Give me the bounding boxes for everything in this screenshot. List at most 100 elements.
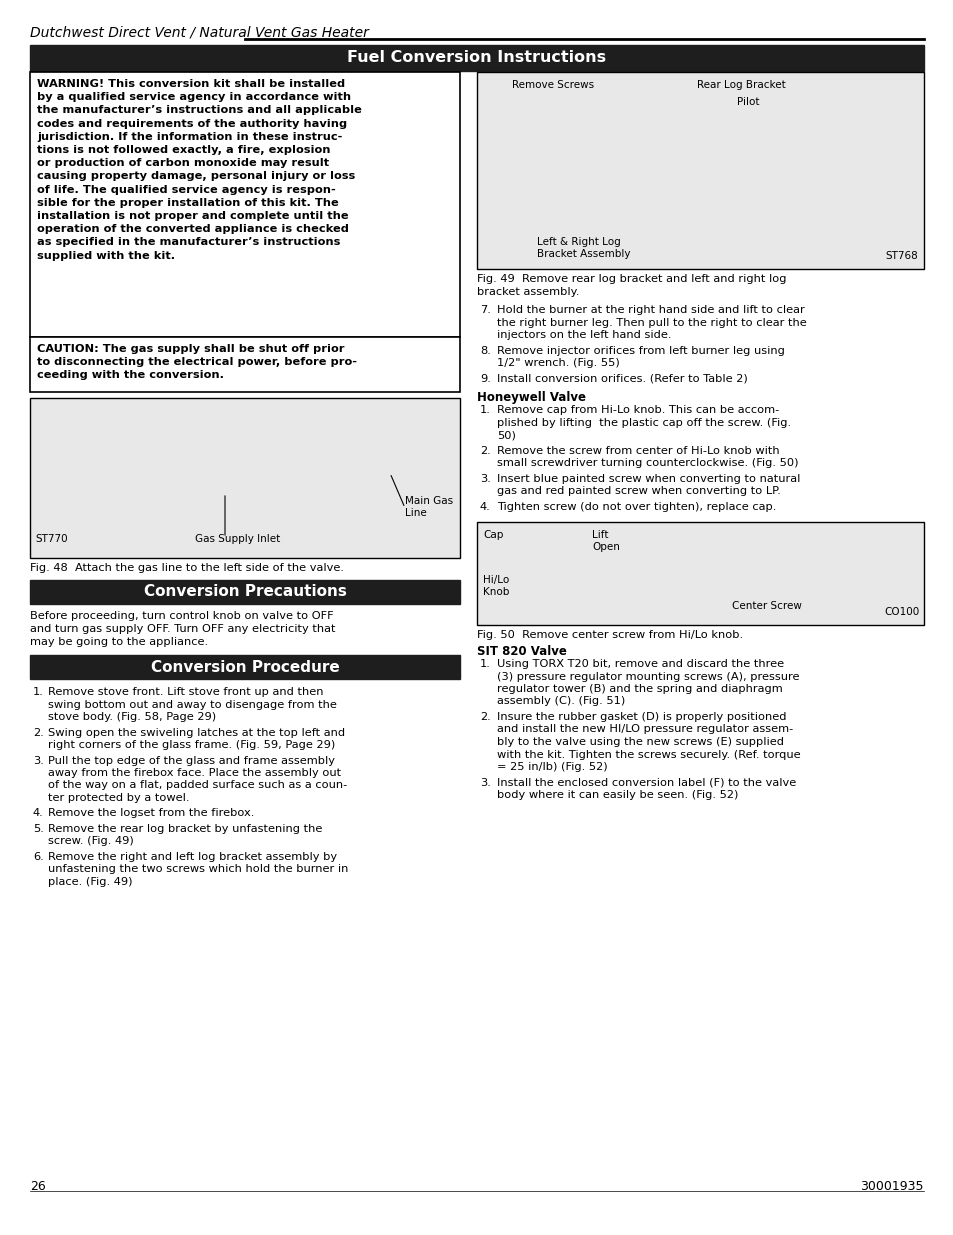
Text: 2.: 2. <box>33 727 44 737</box>
Text: Install the enclosed conversion label (F) to the valve: Install the enclosed conversion label (F… <box>497 778 796 788</box>
Text: Remove cap from Hi-Lo knob. This can be accom-: Remove cap from Hi-Lo knob. This can be … <box>497 405 779 415</box>
Text: or production of carbon monoxide may result: or production of carbon monoxide may res… <box>37 158 329 168</box>
Text: bracket assembly.: bracket assembly. <box>476 287 578 296</box>
Text: Dutchwest Direct Vent / Natural Vent Gas Heater: Dutchwest Direct Vent / Natural Vent Gas… <box>30 25 369 40</box>
Text: ST768: ST768 <box>884 251 917 261</box>
Bar <box>30 580 459 604</box>
Text: Remove stove front. Lift stove front up and then: Remove stove front. Lift stove front up … <box>48 687 323 697</box>
Text: Conversion Precautions: Conversion Precautions <box>143 584 346 599</box>
Text: 1.: 1. <box>479 405 491 415</box>
Text: screw. (Fig. 49): screw. (Fig. 49) <box>48 836 133 846</box>
Bar <box>30 72 459 337</box>
Text: ter protected by a towel.: ter protected by a towel. <box>48 793 190 803</box>
Text: Insert blue painted screw when converting to natural: Insert blue painted screw when convertin… <box>497 473 800 483</box>
Text: Rear Log Bracket: Rear Log Bracket <box>697 80 785 90</box>
Bar <box>30 44 923 70</box>
Bar <box>476 72 923 269</box>
Text: place. (Fig. 49): place. (Fig. 49) <box>48 877 132 887</box>
Text: SIT 820 Valve: SIT 820 Valve <box>476 645 566 658</box>
Text: and install the new HI/LO pressure regulator assem-: and install the new HI/LO pressure regul… <box>497 725 792 735</box>
Text: Swing open the swiveling latches at the top left and: Swing open the swiveling latches at the … <box>48 727 345 737</box>
Text: codes and requirements of the authority having: codes and requirements of the authority … <box>37 119 347 128</box>
Text: Left & Right Log
Bracket Assembly: Left & Right Log Bracket Assembly <box>537 237 630 259</box>
Text: right corners of the glass frame. (Fig. 59, Page 29): right corners of the glass frame. (Fig. … <box>48 740 335 750</box>
Text: causing property damage, personal injury or loss: causing property damage, personal injury… <box>37 172 355 182</box>
Text: ST770: ST770 <box>35 534 68 543</box>
Text: 6.: 6. <box>33 852 44 862</box>
Text: to disconnecting the electrical power, before pro-: to disconnecting the electrical power, b… <box>37 357 356 367</box>
Text: Fig. 50  Remove center screw from Hi/Lo knob.: Fig. 50 Remove center screw from Hi/Lo k… <box>476 630 742 640</box>
Text: regulator tower (B) and the spring and diaphragm: regulator tower (B) and the spring and d… <box>497 684 781 694</box>
Text: Conversion Procedure: Conversion Procedure <box>151 659 339 674</box>
Text: body where it can easily be seen. (Fig. 52): body where it can easily be seen. (Fig. … <box>497 790 738 800</box>
Text: ceeding with the conversion.: ceeding with the conversion. <box>37 370 224 380</box>
Text: CAUTION: The gas supply shall be shut off prior: CAUTION: The gas supply shall be shut of… <box>37 345 344 354</box>
Text: 30001935: 30001935 <box>860 1179 923 1193</box>
Text: Center Screw: Center Screw <box>731 601 801 611</box>
Text: by a qualified service agency in accordance with: by a qualified service agency in accorda… <box>37 93 351 103</box>
Text: 2.: 2. <box>479 713 490 722</box>
Text: Remove the logset from the firebox.: Remove the logset from the firebox. <box>48 809 254 819</box>
Text: as specified in the manufacturer’s instructions: as specified in the manufacturer’s instr… <box>37 237 340 247</box>
Text: and turn gas supply OFF. Turn OFF any electricity that: and turn gas supply OFF. Turn OFF any el… <box>30 624 335 634</box>
Text: the right burner leg. Then pull to the right to clear the: the right burner leg. Then pull to the r… <box>497 317 806 327</box>
Bar <box>30 655 459 679</box>
Text: bly to the valve using the new screws (E) supplied: bly to the valve using the new screws (E… <box>497 737 783 747</box>
Text: of the way on a flat, padded surface such as a coun-: of the way on a flat, padded surface suc… <box>48 781 347 790</box>
Text: may be going to the appliance.: may be going to the appliance. <box>30 637 208 647</box>
Text: Hold the burner at the right hand side and lift to clear: Hold the burner at the right hand side a… <box>497 305 804 315</box>
Text: 1/2" wrench. (Fig. 55): 1/2" wrench. (Fig. 55) <box>497 358 619 368</box>
Text: assembly (C). (Fig. 51): assembly (C). (Fig. 51) <box>497 697 624 706</box>
Text: away from the firebox face. Place the assembly out: away from the firebox face. Place the as… <box>48 768 341 778</box>
Text: swing bottom out and away to disengage from the: swing bottom out and away to disengage f… <box>48 699 336 709</box>
Text: 2.: 2. <box>479 446 490 456</box>
Text: Remove injector orifices from left burner leg using: Remove injector orifices from left burne… <box>497 346 784 356</box>
Text: Pilot: Pilot <box>737 98 759 107</box>
Text: Before proceeding, turn control knob on valve to OFF: Before proceeding, turn control knob on … <box>30 611 334 621</box>
Text: CO100: CO100 <box>883 606 919 618</box>
Text: 4.: 4. <box>479 501 490 511</box>
Text: of life. The qualified service agency is respon-: of life. The qualified service agency is… <box>37 184 335 195</box>
Text: Fig. 48  Attach the gas line to the left side of the valve.: Fig. 48 Attach the gas line to the left … <box>30 563 344 573</box>
Text: Remove the screw from center of Hi-Lo knob with: Remove the screw from center of Hi-Lo kn… <box>497 446 779 456</box>
Text: with the kit. Tighten the screws securely. (Ref. torque: with the kit. Tighten the screws securel… <box>497 750 800 760</box>
Text: Remove the right and left log bracket assembly by: Remove the right and left log bracket as… <box>48 852 336 862</box>
Text: Lift
Open: Lift Open <box>592 530 619 552</box>
Text: 8.: 8. <box>479 346 491 356</box>
Text: Using TORX T20 bit, remove and discard the three: Using TORX T20 bit, remove and discard t… <box>497 659 783 669</box>
Text: Insure the rubber gasket (D) is properly positioned: Insure the rubber gasket (D) is properly… <box>497 713 785 722</box>
Text: 50): 50) <box>497 430 516 440</box>
Text: sible for the proper installation of this kit. The: sible for the proper installation of thi… <box>37 198 338 207</box>
Text: Remove Screws: Remove Screws <box>512 80 594 90</box>
Bar <box>30 398 459 558</box>
Text: 7.: 7. <box>479 305 491 315</box>
Text: = 25 in/lb) (Fig. 52): = 25 in/lb) (Fig. 52) <box>497 762 607 772</box>
Text: injectors on the left hand side.: injectors on the left hand side. <box>497 330 671 340</box>
Text: WARNING! This conversion kit shall be installed: WARNING! This conversion kit shall be in… <box>37 79 345 89</box>
Text: Fuel Conversion Instructions: Fuel Conversion Instructions <box>347 51 606 65</box>
Text: 3.: 3. <box>479 473 491 483</box>
Text: gas and red painted screw when converting to LP.: gas and red painted screw when convertin… <box>497 487 781 496</box>
Text: (3) pressure regulator mounting screws (A), pressure: (3) pressure regulator mounting screws (… <box>497 672 799 682</box>
Text: 1.: 1. <box>479 659 491 669</box>
Text: the manufacturer’s instructions and all applicable: the manufacturer’s instructions and all … <box>37 105 361 115</box>
Text: 1.: 1. <box>33 687 44 697</box>
Text: Hi/Lo
Knob: Hi/Lo Knob <box>482 574 509 597</box>
Bar <box>476 522 923 625</box>
Text: Remove the rear log bracket by unfastening the: Remove the rear log bracket by unfasteni… <box>48 824 322 834</box>
Text: small screwdriver turning counterclockwise. (Fig. 50): small screwdriver turning counterclockwi… <box>497 458 798 468</box>
Text: Cap: Cap <box>482 530 503 540</box>
Text: Fig. 49  Remove rear log bracket and left and right log: Fig. 49 Remove rear log bracket and left… <box>476 274 785 284</box>
Text: 3.: 3. <box>33 756 44 766</box>
Text: 5.: 5. <box>33 824 44 834</box>
Text: Honeywell Valve: Honeywell Valve <box>476 391 585 404</box>
Text: installation is not proper and complete until the: installation is not proper and complete … <box>37 211 348 221</box>
Text: Pull the top edge of the glass and frame assembly: Pull the top edge of the glass and frame… <box>48 756 335 766</box>
Text: 9.: 9. <box>479 373 491 384</box>
Text: Tighten screw (do not over tighten), replace cap.: Tighten screw (do not over tighten), rep… <box>497 501 776 511</box>
Text: jurisdiction. If the information in these instruc-: jurisdiction. If the information in thes… <box>37 132 342 142</box>
Text: 3.: 3. <box>479 778 491 788</box>
Text: unfastening the two screws which hold the burner in: unfastening the two screws which hold th… <box>48 864 348 874</box>
Bar <box>30 337 459 391</box>
Text: stove body. (Fig. 58, Page 29): stove body. (Fig. 58, Page 29) <box>48 713 216 722</box>
